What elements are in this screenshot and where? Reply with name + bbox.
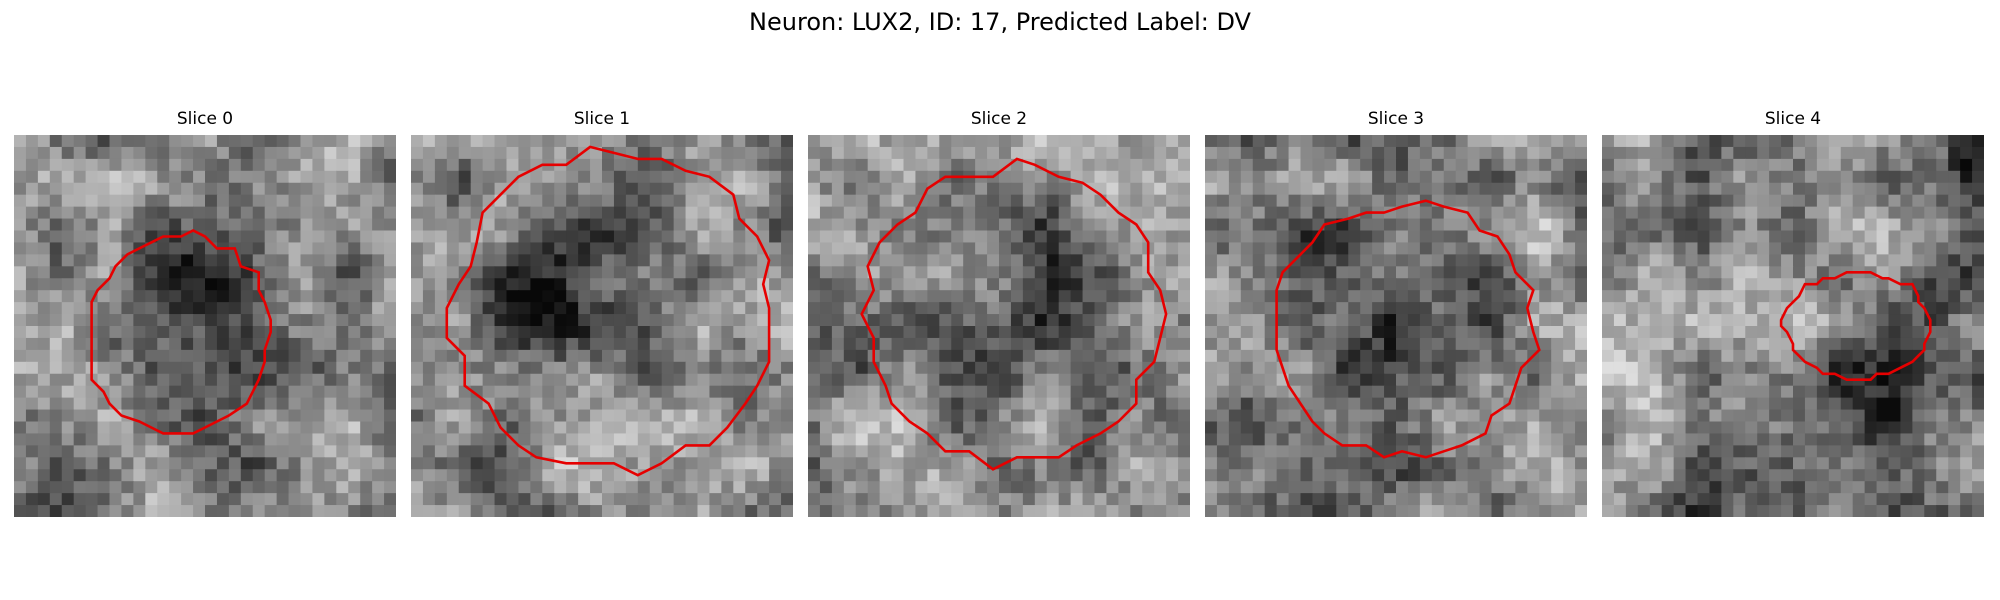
slice-title: Slice 4: [1764, 109, 1822, 129]
slice-image: [1602, 135, 1984, 517]
slice-title: Slice 2: [970, 109, 1028, 129]
slice-image: [14, 135, 396, 517]
slice-panel-1: Slice 1: [411, 105, 793, 517]
slice-image: [411, 135, 793, 517]
slice-panel-4: Slice 4: [1602, 105, 1984, 517]
slice-title: Slice 1: [573, 109, 631, 129]
pixel-grid: [1602, 135, 1984, 517]
roi-contour: [1779, 271, 1932, 381]
figure-title: Neuron: LUX2, ID: 17, Predicted Label: D…: [749, 8, 1251, 36]
slice-panel-0: Slice 0: [14, 105, 396, 517]
roi-contour: [445, 145, 771, 477]
roi-contour: [860, 157, 1168, 471]
slice-title: Slice 3: [1367, 109, 1425, 129]
pixel-grid: [411, 135, 793, 517]
slice-image: [1205, 135, 1587, 517]
roi-contour: [90, 229, 273, 435]
slice-panel-3: Slice 3: [1205, 105, 1587, 517]
roi-contour: [1275, 199, 1541, 459]
slice-image: [808, 135, 1190, 517]
slice-panel-2: Slice 2: [808, 105, 1190, 517]
pixel-grid: [808, 135, 1190, 517]
pixel-grid: [1205, 135, 1587, 517]
slice-title: Slice 0: [176, 109, 234, 129]
pixel-grid: [14, 135, 396, 517]
